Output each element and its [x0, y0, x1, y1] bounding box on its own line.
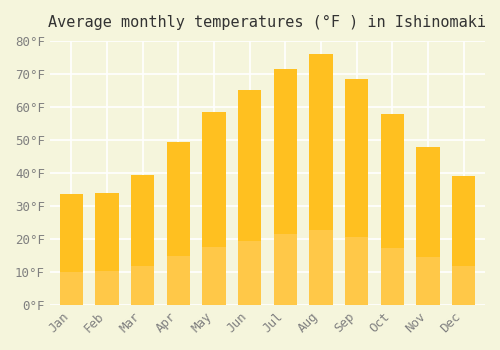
- Bar: [131, 175, 154, 305]
- Bar: [345, 237, 368, 305]
- Bar: [166, 256, 190, 305]
- Bar: [274, 234, 297, 305]
- Bar: [310, 54, 332, 305]
- Bar: [60, 195, 83, 305]
- Bar: [60, 272, 83, 305]
- Bar: [416, 258, 440, 305]
- Bar: [380, 113, 404, 305]
- Title: Average monthly temperatures (°F ) in Ishinomaki: Average monthly temperatures (°F ) in Is…: [48, 15, 486, 30]
- Bar: [238, 90, 261, 305]
- Bar: [380, 247, 404, 305]
- Bar: [345, 79, 368, 305]
- Bar: [416, 147, 440, 305]
- Bar: [310, 230, 332, 305]
- Bar: [452, 176, 475, 305]
- Bar: [131, 266, 154, 305]
- Bar: [238, 241, 261, 305]
- Bar: [452, 266, 475, 305]
- Bar: [202, 247, 226, 305]
- Bar: [274, 69, 297, 305]
- Bar: [96, 193, 118, 305]
- Bar: [166, 142, 190, 305]
- Bar: [202, 112, 226, 305]
- Bar: [96, 271, 118, 305]
